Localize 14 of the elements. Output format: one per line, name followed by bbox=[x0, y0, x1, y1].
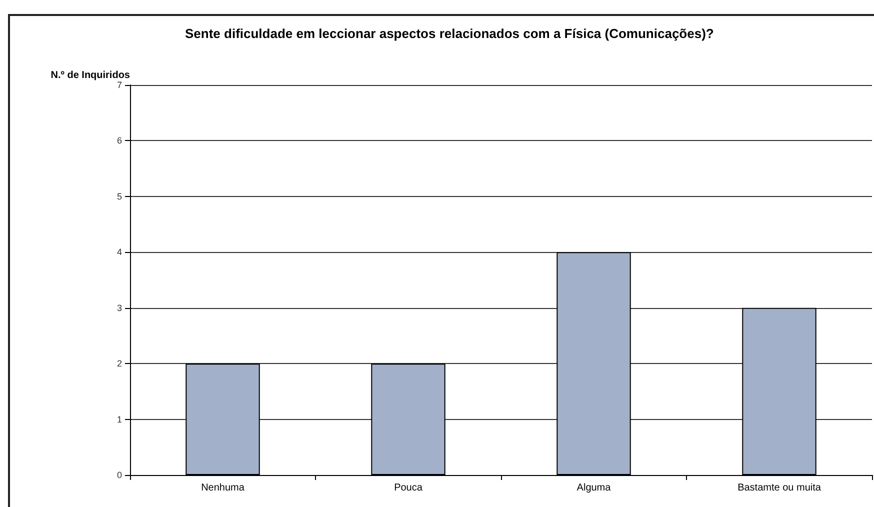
x-tick-label: Pouca bbox=[394, 482, 423, 494]
y-tick-label: 4 bbox=[116, 247, 122, 258]
x-tick-label: Bastamte ou muita bbox=[738, 482, 822, 494]
y-tick-label: 6 bbox=[116, 136, 122, 146]
x-tick-label: Nenhuma bbox=[201, 482, 245, 494]
y-tick-label: 3 bbox=[116, 302, 122, 313]
y-tick-label: 5 bbox=[116, 191, 122, 202]
y-tick-label: 2 bbox=[116, 358, 122, 369]
y-tick-label: 7 bbox=[116, 80, 122, 90]
y-axis-title: N.º de Inquiridos bbox=[50, 70, 130, 82]
chart-title: Sente dificuldade em leccionar aspectos relacionados com a Física (Comunicações)? bbox=[185, 26, 714, 41]
y-tick-label: 1 bbox=[116, 414, 122, 424]
x-tick-label: Alguma bbox=[576, 482, 612, 494]
y-tick-label: 0 bbox=[116, 470, 122, 480]
